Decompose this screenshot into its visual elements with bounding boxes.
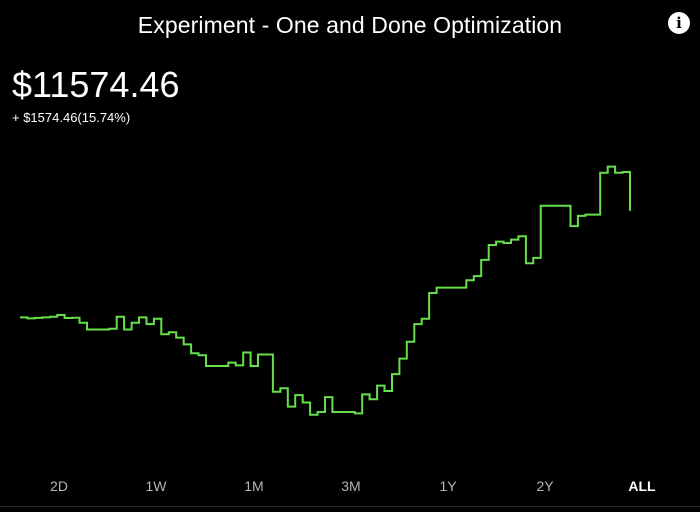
time-range-selector: 2D 1W 1M 3M 1Y 2Y ALL xyxy=(0,472,700,502)
info-icon[interactable]: i xyxy=(668,12,690,34)
range-tab-2y[interactable]: 2Y xyxy=(536,478,554,494)
range-tab-2d[interactable]: 2D xyxy=(50,478,68,494)
portfolio-value: $11574.46 xyxy=(12,64,180,105)
portfolio-change: + $1574.46(15.74%) xyxy=(12,110,131,125)
range-tab-3m[interactable]: 3M xyxy=(341,478,361,494)
range-tab-1w[interactable]: 1W xyxy=(145,478,167,494)
range-tab-all[interactable]: ALL xyxy=(628,478,656,494)
range-tab-1y[interactable]: 1Y xyxy=(439,478,457,494)
page-title: Experiment - One and Done Optimization xyxy=(137,12,563,38)
range-tab-1m[interactable]: 1M xyxy=(244,478,264,494)
bottom-divider xyxy=(0,506,700,507)
performance-line xyxy=(20,165,631,416)
